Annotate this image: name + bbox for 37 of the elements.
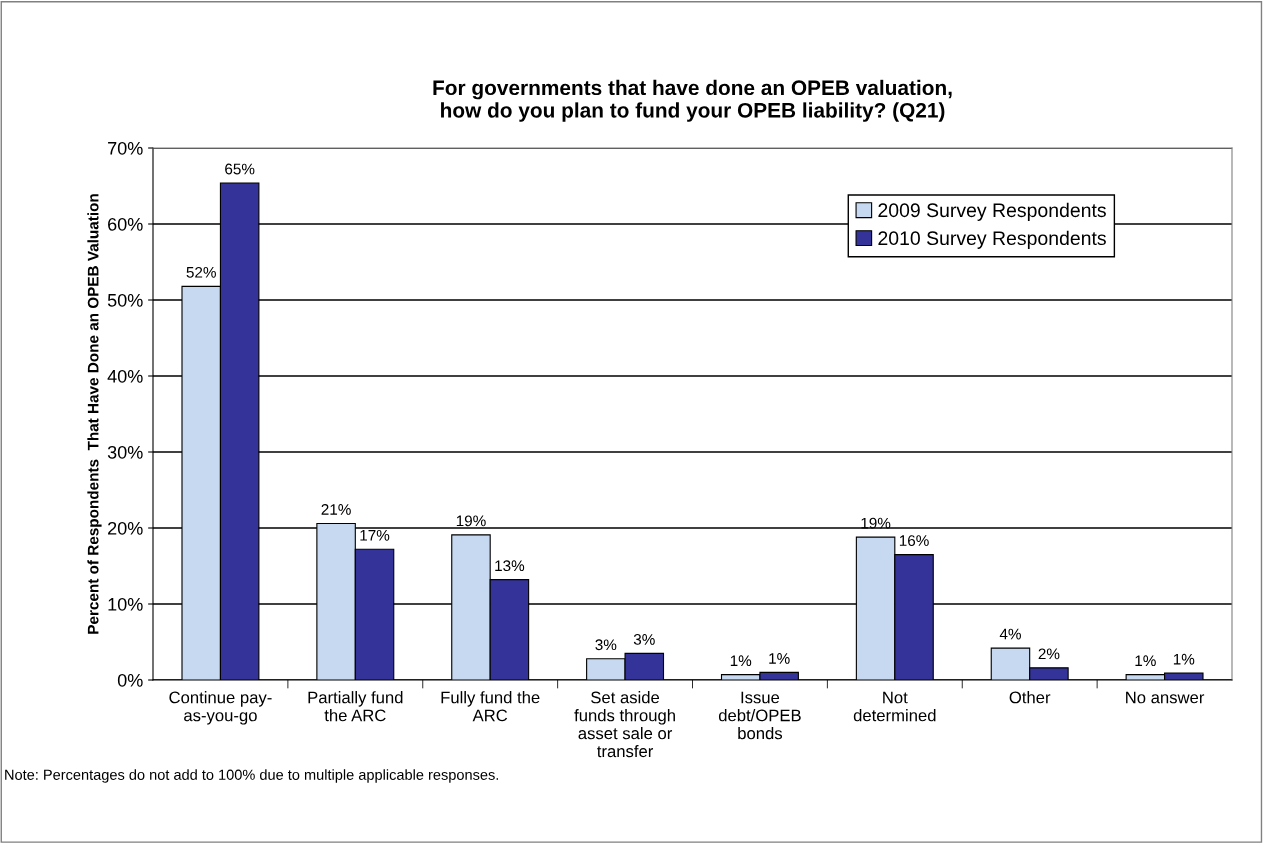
data-label: 1% xyxy=(769,653,790,664)
x-tick-label: Partially fund the ARC xyxy=(308,691,403,722)
y-tick-label: 40% xyxy=(107,369,143,383)
data-label: 3% xyxy=(595,639,617,651)
x-tick-label: Set aside funds through asset sale or transfer xyxy=(574,691,675,758)
y-tick-label: 10% xyxy=(108,597,143,611)
x-tick-label: No answer xyxy=(1126,691,1205,704)
x-tick-label: Not determined xyxy=(853,691,936,722)
data-label: 19% xyxy=(861,517,891,529)
y-tick-label: 20% xyxy=(108,521,143,535)
x-tick-label: Issue debt/OPEB bonds xyxy=(718,691,801,740)
data-label: 16% xyxy=(899,535,929,547)
data-label: 19% xyxy=(456,515,486,527)
data-label: 1% xyxy=(1173,653,1195,665)
x-tick-label: Other xyxy=(1009,691,1051,704)
data-label: 3% xyxy=(633,634,655,645)
y-tick-label: 70% xyxy=(108,141,143,155)
y-tick-label: 50% xyxy=(107,293,143,307)
data-label: 17% xyxy=(360,529,390,541)
data-label: 1% xyxy=(730,655,752,667)
data-label: 13% xyxy=(495,560,525,572)
text: Note: Percentages do not add to 100% due to multiple applicable responses. xyxy=(5,769,499,783)
data-label: 21% xyxy=(321,504,351,515)
x-tick-label: Continue pay- as-you-go xyxy=(169,691,272,725)
legend-label: 2009 Survey Respondents xyxy=(878,202,1106,221)
y-tick-label: 0% xyxy=(117,673,143,687)
data-label: 65% xyxy=(225,163,255,175)
y-tick-label: 30% xyxy=(107,445,143,459)
legend-label: 2010 Survey Respondents xyxy=(878,230,1106,249)
y-axis-title: Percent of Respondents That Have Done an OPEB Valuation xyxy=(87,194,102,634)
data-label: 2% xyxy=(1038,648,1060,660)
data-label: 52% xyxy=(186,266,216,278)
data-label: 4% xyxy=(999,628,1021,640)
chart-title: For governments that have done an OPEB valuation, how do you plan to fund your OPEB liability? (Q21) xyxy=(433,79,952,122)
data-label: 1% xyxy=(1135,655,1156,667)
x-tick-label: Fully fund the ARC xyxy=(441,691,540,722)
y-tick-label: 60% xyxy=(108,217,143,231)
